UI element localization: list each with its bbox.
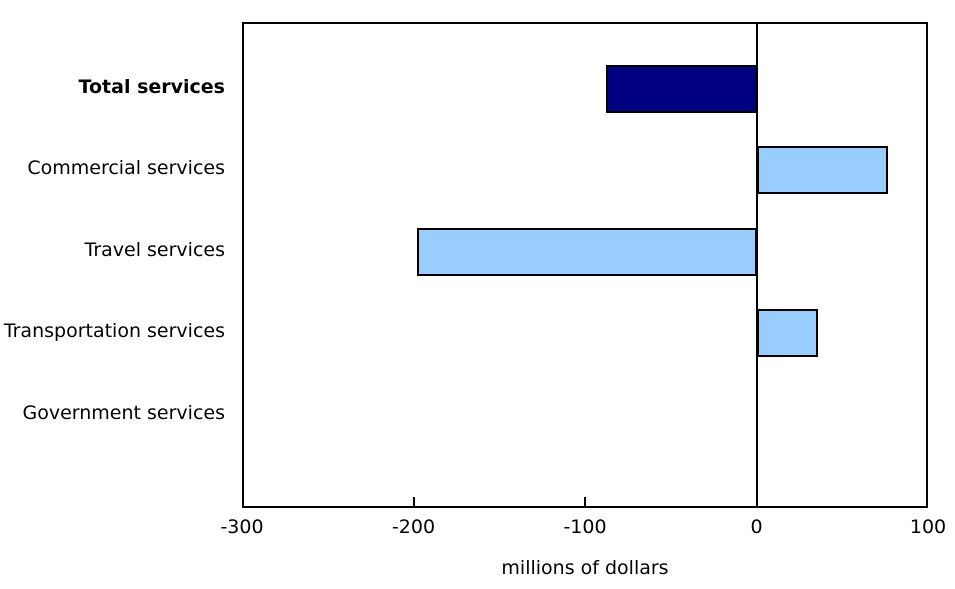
x-tick-label--100: -100: [563, 516, 607, 538]
bar-commercial-services: [756, 146, 888, 194]
plot-area: [242, 22, 928, 508]
category-label-total-services: Total services: [78, 75, 225, 98]
bar-total-services: [605, 64, 758, 113]
bar-transportation-services: [756, 309, 818, 357]
x-tick-label-100: 100: [909, 516, 947, 538]
x-tick-label--300: -300: [220, 516, 264, 538]
x-tick-mark--200: [412, 497, 415, 506]
bar-travel-services: [416, 227, 758, 276]
category-label-travel-services: Travel services: [84, 238, 225, 261]
category-label-transportation-services: Transportation services: [3, 320, 225, 342]
category-label-commercial-services: Commercial services: [27, 157, 225, 179]
x-tick-label--200: -200: [391, 516, 436, 538]
x-axis-title: millions of dollars: [501, 557, 669, 579]
x-tick-label-0: 0: [750, 516, 763, 538]
x-tick-mark--100: [584, 497, 586, 506]
category-label-government-services: Government services: [22, 401, 226, 424]
